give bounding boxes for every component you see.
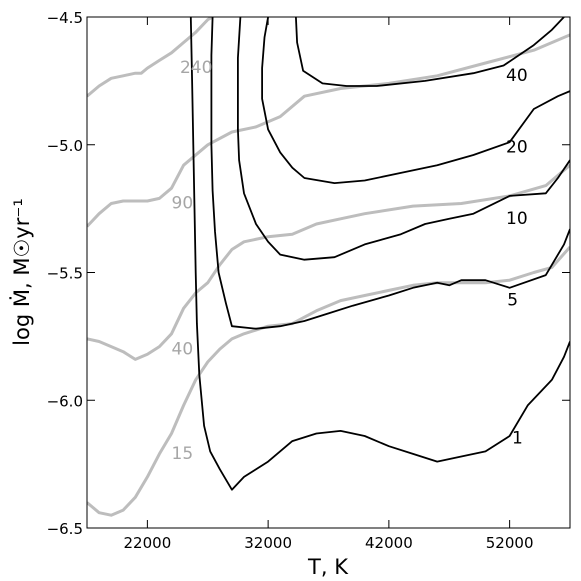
contour-labels: 240 90 40 15 40 20 10 5 1 (172, 58, 528, 464)
contour-lines (87, 17, 570, 517)
black-contour-20 (261, 17, 570, 185)
gray-contour-label-15: 15 (172, 444, 194, 464)
black-contour-label-40: 40 (506, 66, 528, 86)
gray-contour-240 (87, 17, 214, 98)
gray-contour-label-40: 40 (172, 339, 194, 359)
y-tick-label: −4.5 (47, 9, 83, 27)
gray-contour-90 (87, 33, 570, 228)
black-contour-label-20: 20 (506, 137, 528, 157)
black-contour-1 (189, 17, 570, 491)
x-axis-title: T, K (307, 555, 349, 579)
gray-contour-label-90: 90 (172, 194, 194, 214)
y-tick-label: −5.5 (47, 265, 83, 283)
black-contour-label-1: 1 (512, 429, 523, 449)
y-axis-title: log Ṁ, M☉yr⁻¹ (9, 198, 34, 346)
x-tick-label: 32000 (244, 534, 292, 552)
x-tick-label: 42000 (365, 534, 413, 552)
black-contour-label-10: 10 (506, 209, 528, 229)
x-tick-label: 52000 (486, 534, 534, 552)
gray-contour-label-240: 240 (180, 58, 212, 78)
y-tick-label: −5.0 (47, 137, 83, 155)
gray-contour-40 (87, 164, 570, 361)
axis-ticks: 22000 32000 42000 52000 −6.5 −6.0 −5.5 −5.0 −4.5 (47, 9, 570, 552)
y-tick-label: −6.0 (47, 392, 83, 410)
x-tick-label: 22000 (124, 534, 172, 552)
black-contour-10 (236, 17, 570, 261)
black-contour-40 (295, 17, 565, 87)
black-contour-5 (210, 17, 570, 330)
y-tick-label: −6.5 (47, 520, 83, 538)
gray-contour-15 (87, 246, 570, 517)
black-contour-label-5: 5 (507, 291, 518, 311)
